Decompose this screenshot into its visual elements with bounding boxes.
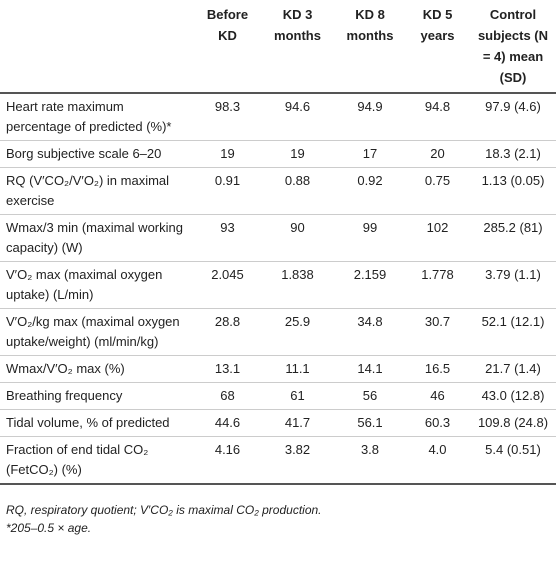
table-row: Fraction of end tidal CO₂ (FetCO₂) (%) 4.… (0, 436, 556, 485)
data-cell: 56 (335, 382, 405, 410)
data-cell: 94.9 (335, 93, 405, 141)
data-cell: 0.75 (405, 167, 470, 215)
data-cell: 94.8 (405, 93, 470, 141)
data-cell: 3.79 (1.1) (470, 261, 556, 309)
data-cell: 98.3 (195, 93, 260, 141)
row-label: V′O₂/kg max (maximal oxygen uptake/weigh… (0, 308, 195, 356)
data-cell: 13.1 (195, 355, 260, 383)
table-row: V′O₂ max (maximal oxygen uptake) (L/min)… (0, 261, 556, 309)
data-cell: 2.159 (335, 261, 405, 309)
data-cell: 3.8 (335, 436, 405, 485)
table-row: Heart rate maximum percentage of predict… (0, 93, 556, 141)
row-label: RQ (V′CO₂/V′O₂) in maximal exercise (0, 167, 195, 215)
data-cell: 0.92 (335, 167, 405, 215)
data-cell: 11.1 (260, 355, 335, 383)
data-cell: 285.2 (81) (470, 214, 556, 262)
data-cell: 61 (260, 382, 335, 410)
column-header: KD 5 years (405, 0, 470, 94)
data-cell: 90 (260, 214, 335, 262)
row-label: Tidal volume, % of predicted (0, 409, 195, 437)
row-label: V′O₂ max (maximal oxygen uptake) (L/min) (0, 261, 195, 309)
table-row: Tidal volume, % of predicted 44.6 41.7 56.1… (0, 409, 556, 437)
data-cell: 0.91 (195, 167, 260, 215)
row-label: Wmax/V′O₂ max (%) (0, 355, 195, 383)
column-header (0, 0, 195, 94)
row-label: Heart rate maximum percentage of predict… (0, 93, 195, 141)
data-cell: 17 (335, 140, 405, 168)
column-header: Control subjects (N = 4) mean (SD) (470, 0, 556, 94)
row-label: Breathing frequency (0, 382, 195, 410)
data-cell: 3.82 (260, 436, 335, 485)
data-cell: 4.16 (195, 436, 260, 485)
data-cell: 94.6 (260, 93, 335, 141)
row-label: Wmax/3 min (maximal working capacity) (W… (0, 214, 195, 262)
data-cell: 4.0 (405, 436, 470, 485)
data-cell: 102 (405, 214, 470, 262)
data-cell: 97.9 (4.6) (470, 93, 556, 141)
column-header: KD 8 months (335, 0, 405, 94)
data-cell: 46 (405, 382, 470, 410)
data-cell: 41.7 (260, 409, 335, 437)
data-cell: 68 (195, 382, 260, 410)
data-cell: 2.045 (195, 261, 260, 309)
footnote: RQ, respiratory quotient; V′CO₂ is maxim… (6, 503, 322, 517)
header-row: Before KD KD 3 months KD 8 months KD 5 year… (0, 0, 556, 94)
table-row: Wmax/3 min (maximal working capacity) (W… (0, 214, 556, 262)
data-cell: 16.5 (405, 355, 470, 383)
table-row: Breathing frequency 68 61 56 46 43.0 (12.8) (0, 382, 556, 410)
data-cell: 14.1 (335, 355, 405, 383)
data-cell: 28.8 (195, 308, 260, 356)
data-cell: 19 (260, 140, 335, 168)
table-row: RQ (V′CO₂/V′O₂) in maximal exercise 0.91 0… (0, 167, 556, 215)
data-cell: 56.1 (335, 409, 405, 437)
data-table: Before KD KD 3 months KD 8 months KD 5 year… (0, 0, 556, 485)
data-cell: 93 (195, 214, 260, 262)
data-cell: 99 (335, 214, 405, 262)
data-cell: 60.3 (405, 409, 470, 437)
data-cell: 0.88 (260, 167, 335, 215)
row-label: Fraction of end tidal CO₂ (FetCO₂) (%) (0, 436, 195, 485)
column-header: KD 3 months (260, 0, 335, 94)
column-header: Before KD (195, 0, 260, 94)
data-cell: 20 (405, 140, 470, 168)
data-cell: 44.6 (195, 409, 260, 437)
data-cell: 1.13 (0.05) (470, 167, 556, 215)
data-cell: 5.4 (0.51) (470, 436, 556, 485)
data-cell: 1.778 (405, 261, 470, 309)
data-cell: 18.3 (2.1) (470, 140, 556, 168)
data-cell: 109.8 (24.8) (470, 409, 556, 437)
data-cell: 43.0 (12.8) (470, 382, 556, 410)
row-label: Borg subjective scale 6–20 (0, 140, 195, 168)
data-cell: 34.8 (335, 308, 405, 356)
table-row: V′O₂/kg max (maximal oxygen uptake/weigh… (0, 308, 556, 356)
data-cell: 1.838 (260, 261, 335, 309)
data-cell: 30.7 (405, 308, 470, 356)
data-cell: 25.9 (260, 308, 335, 356)
data-cell: 19 (195, 140, 260, 168)
footnote: *205–0.5 × age. (6, 521, 92, 535)
data-cell: 52.1 (12.1) (470, 308, 556, 356)
table-row: Wmax/V′O₂ max (%) 13.1 11.1 14.1 16.5 21.7 (1… (0, 355, 556, 383)
data-cell: 21.7 (1.4) (470, 355, 556, 383)
table-row: Borg subjective scale 6–20 19 19 17 20 18.3 (… (0, 140, 556, 168)
footnotes: RQ, respiratory quotient; V′CO₂ is maxim… (0, 501, 556, 537)
